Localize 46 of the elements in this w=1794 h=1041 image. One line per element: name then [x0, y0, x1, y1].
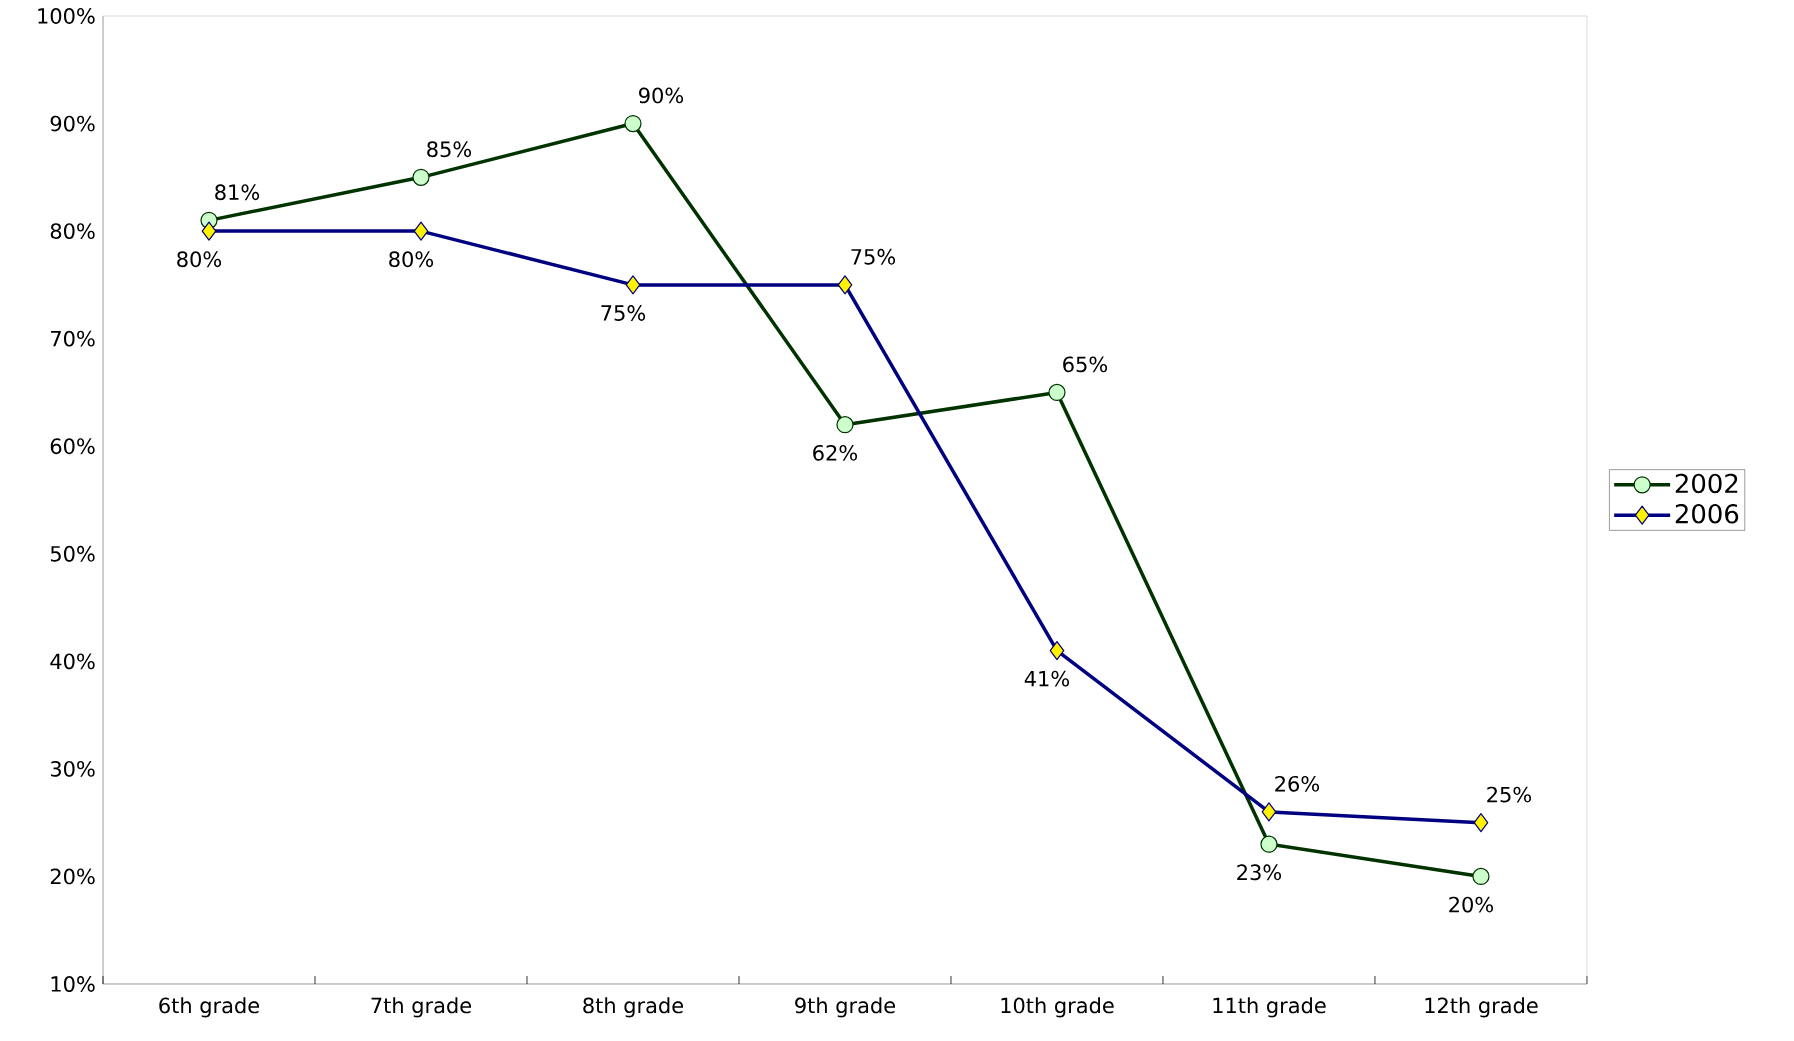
y-tick-label: 70% — [51, 330, 95, 347]
data-label: 41% — [1024, 670, 1070, 687]
y-tick-label: 100% — [38, 8, 95, 24]
legend-label: 2002 — [1675, 473, 1738, 494]
data-label: 80% — [177, 251, 222, 268]
y-tick-label: 90% — [50, 115, 95, 132]
point — [413, 221, 429, 241]
data-label: 62% — [813, 444, 858, 461]
data-label: 81% — [215, 184, 260, 201]
point — [1049, 640, 1065, 661]
point — [1261, 802, 1277, 822]
point — [412, 168, 430, 186]
x-tick-label: 10th grade — [1001, 997, 1114, 1018]
x-tick-label: 8th grade — [583, 997, 684, 1018]
data-label: 23% — [1237, 864, 1282, 881]
data-label: 20% — [1449, 896, 1494, 913]
point — [201, 221, 217, 241]
x-tick-label: 11th grade — [1213, 997, 1326, 1018]
y-tick-label: 40% — [50, 653, 95, 670]
x-tick-label: 12th grade — [1425, 997, 1538, 1018]
data-label: 80% — [389, 251, 434, 268]
data-label: 65% — [1063, 356, 1108, 373]
y-tick-label: 60% — [50, 438, 95, 455]
y-tick-label: 10% — [51, 976, 95, 992]
data-label: 75% — [601, 305, 646, 321]
data-label: 25% — [1487, 786, 1532, 803]
point — [624, 114, 642, 133]
y-tick-label: 80% — [50, 223, 95, 240]
point — [837, 275, 853, 295]
point — [1473, 813, 1489, 833]
y-tick-label: 50% — [50, 545, 95, 562]
point — [836, 416, 854, 434]
x-tick-label: 9th grade — [795, 997, 896, 1018]
point — [1472, 867, 1490, 886]
data-label: 85% — [427, 141, 472, 158]
y-tick-label: 30% — [50, 760, 95, 777]
x-tick-label: 6th grade — [159, 997, 260, 1018]
data-label: 75% — [851, 248, 896, 265]
x-tick-label: 7th grade — [371, 997, 472, 1018]
point — [1260, 835, 1278, 853]
legend-label: 2006 — [1675, 503, 1739, 524]
y-tick-label: 20% — [50, 868, 95, 885]
data-label: 90% — [639, 87, 684, 104]
data-label: 26% — [1275, 775, 1320, 792]
point — [1048, 383, 1066, 402]
point — [625, 275, 641, 295]
